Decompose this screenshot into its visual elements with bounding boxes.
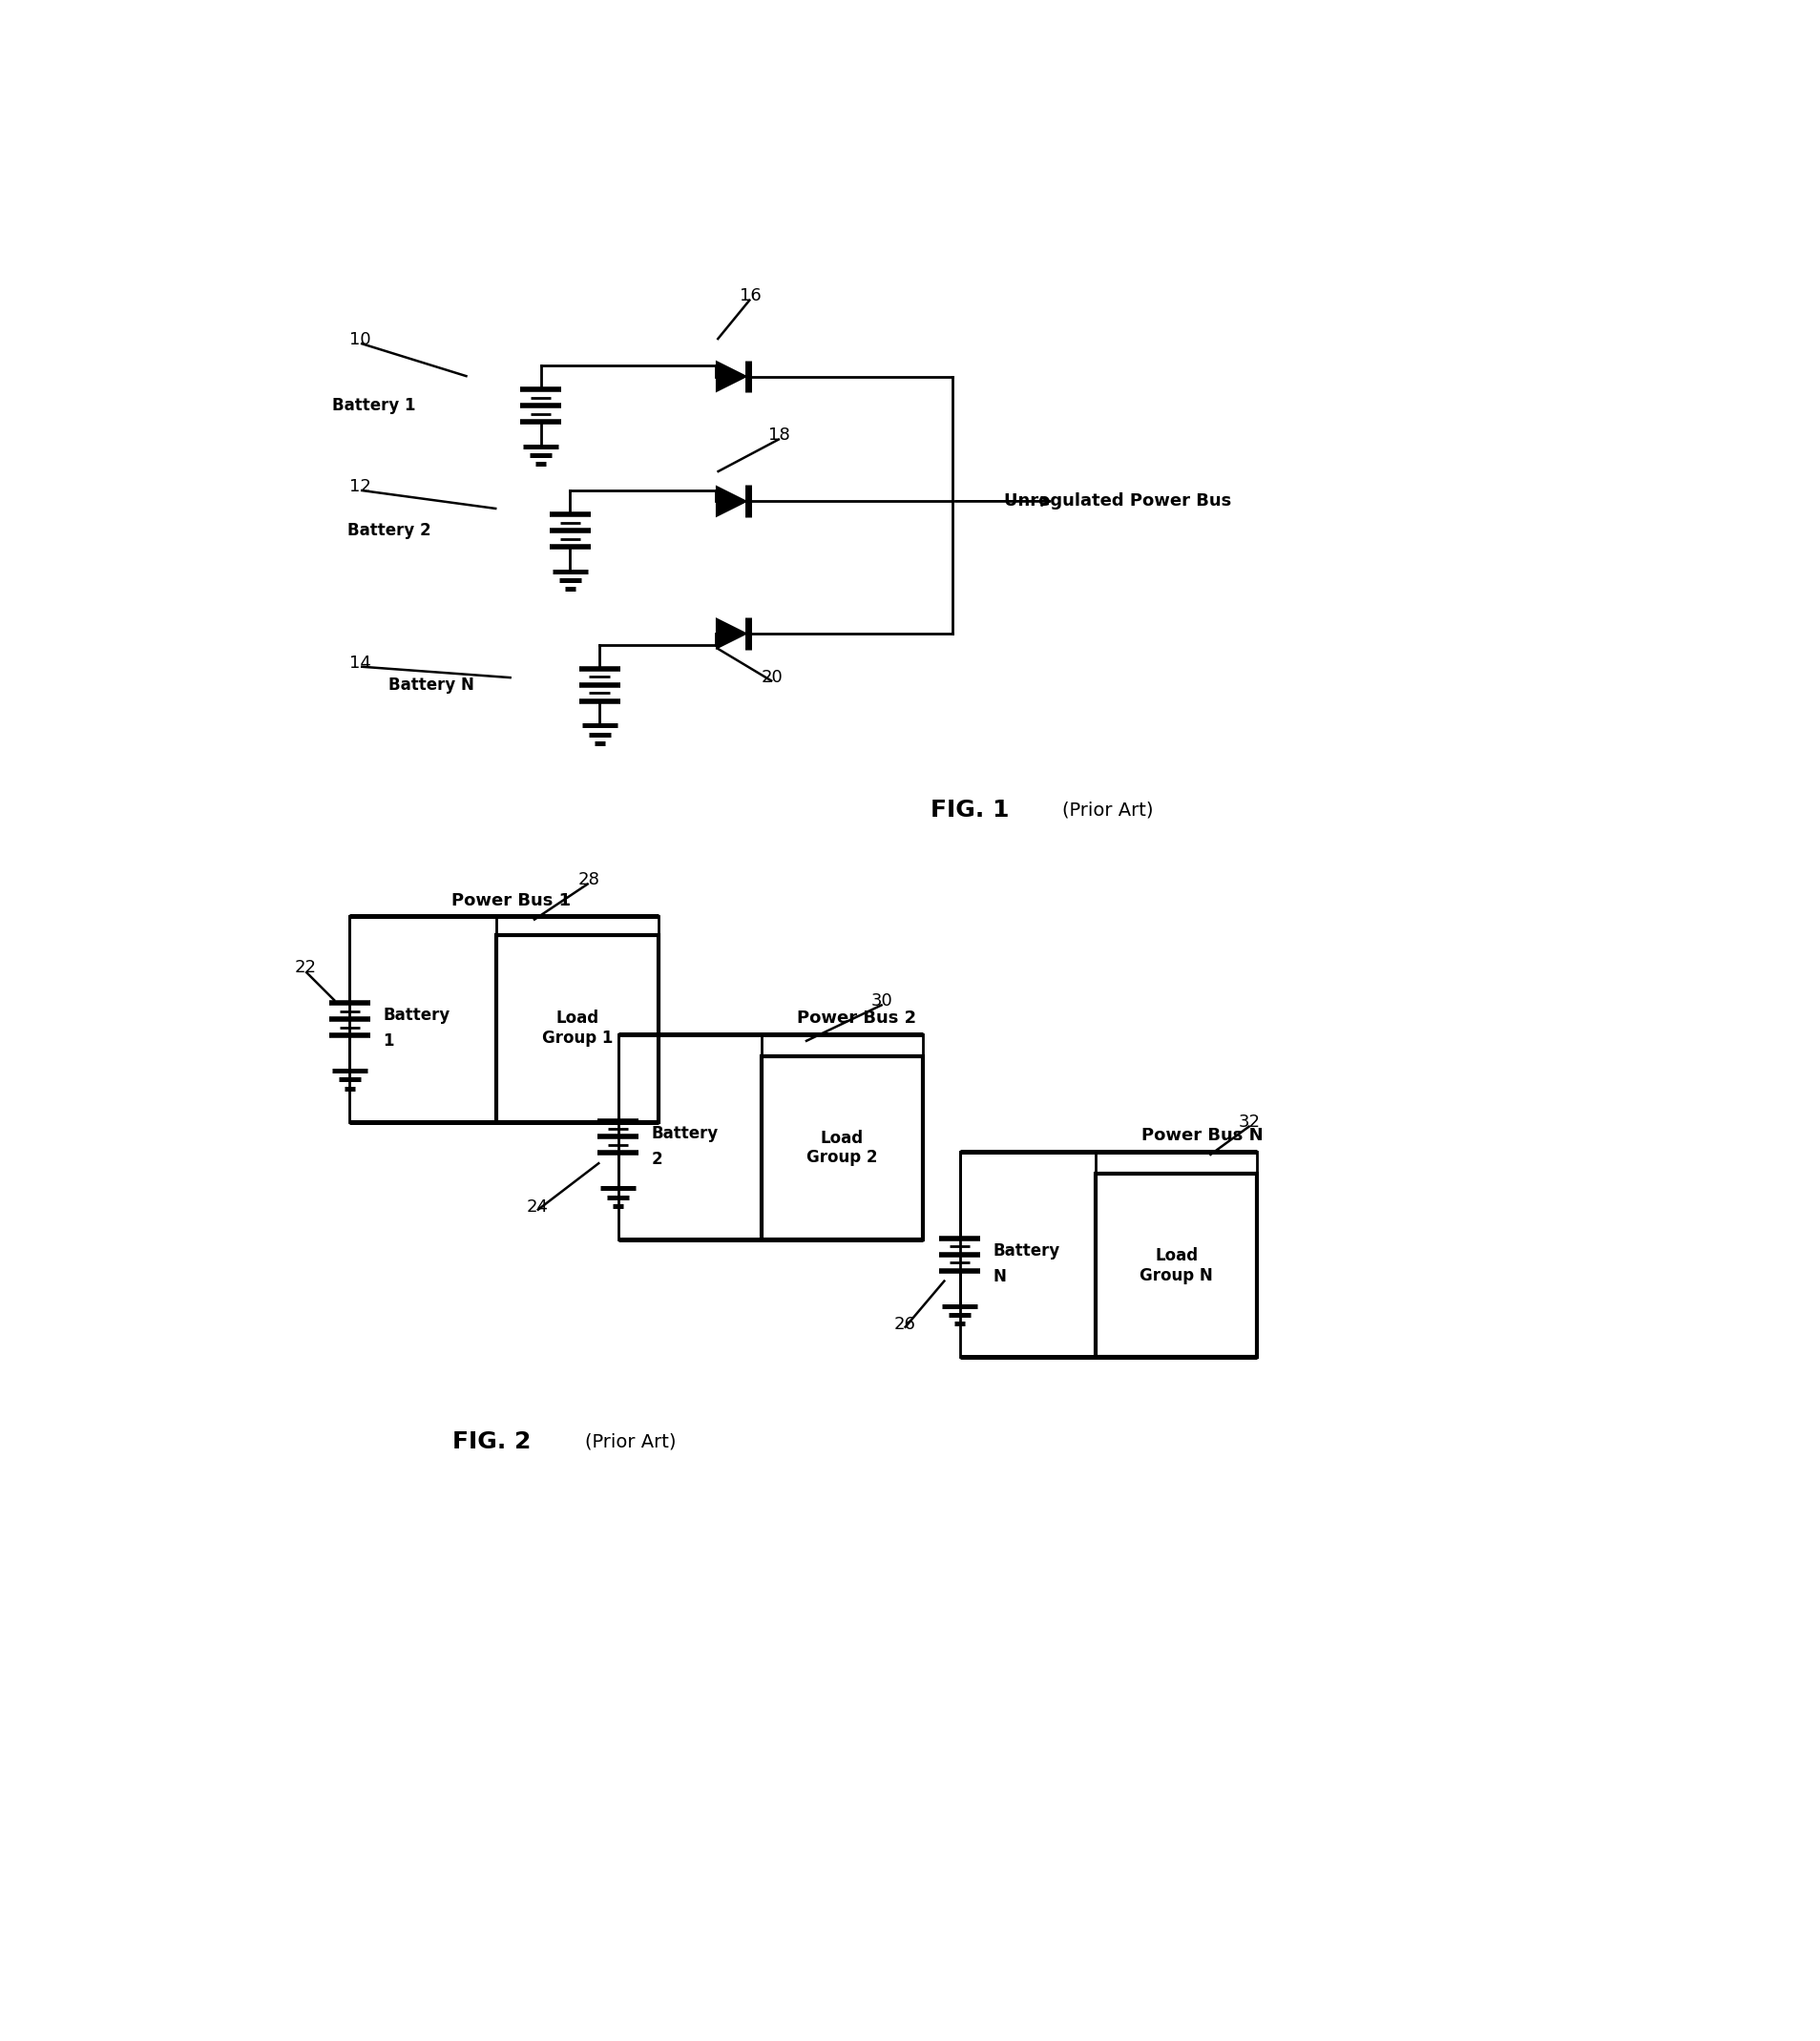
Text: Load
Group 1: Load Group 1 (542, 1010, 613, 1047)
Polygon shape (715, 361, 748, 392)
Text: 30: 30 (872, 992, 894, 1010)
Text: 12: 12 (349, 478, 371, 496)
Text: 1: 1 (382, 1033, 393, 1049)
Text: Power Bus 2: Power Bus 2 (797, 1010, 915, 1027)
Text: FIG. 1: FIG. 1 (930, 798, 1008, 820)
Text: Power Bus 1: Power Bus 1 (451, 892, 571, 908)
Text: (Prior Art): (Prior Art) (584, 1433, 675, 1451)
Text: Battery N: Battery N (389, 676, 475, 694)
Text: 2: 2 (652, 1151, 662, 1167)
Text: Battery: Battery (382, 1006, 450, 1025)
Text: 26: 26 (894, 1316, 915, 1333)
Text: 14: 14 (349, 655, 371, 671)
Text: 10: 10 (349, 331, 371, 349)
Text: 28: 28 (577, 872, 599, 888)
Text: FIG. 2: FIG. 2 (453, 1431, 531, 1453)
Bar (761, 1055, 923, 1239)
Bar (497, 935, 659, 1123)
Text: Battery: Battery (992, 1243, 1059, 1259)
Text: 20: 20 (761, 669, 783, 686)
Text: 18: 18 (768, 427, 790, 443)
Polygon shape (715, 618, 748, 649)
Text: 22: 22 (295, 959, 317, 976)
Text: Power Bus N: Power Bus N (1141, 1127, 1263, 1145)
Bar (1096, 1174, 1256, 1357)
Polygon shape (715, 486, 748, 518)
Text: N: N (992, 1267, 1005, 1286)
Text: Battery 2: Battery 2 (348, 522, 430, 539)
Text: Battery: Battery (652, 1125, 717, 1141)
Text: Load
Group N: Load Group N (1139, 1247, 1212, 1284)
Text: 32: 32 (1238, 1114, 1259, 1131)
Text: Unregulated Power Bus: Unregulated Power Bus (1003, 492, 1230, 510)
Text: (Prior Art): (Prior Art) (1063, 800, 1154, 818)
Text: Battery 1: Battery 1 (333, 398, 415, 414)
Text: Load
Group 2: Load Group 2 (806, 1129, 877, 1165)
Text: 24: 24 (526, 1198, 548, 1214)
Text: 16: 16 (739, 288, 761, 304)
